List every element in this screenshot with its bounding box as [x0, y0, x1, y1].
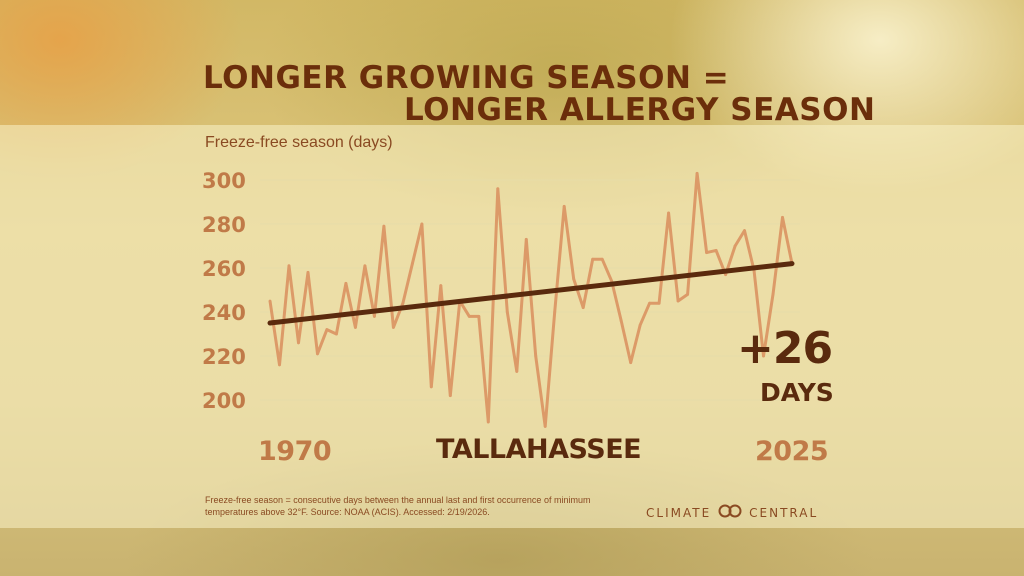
y-tick-label: 220 — [202, 345, 246, 369]
data-point — [553, 310, 557, 314]
logo-text-left: CLIMATE — [646, 505, 712, 520]
data-point — [581, 306, 585, 309]
data-point — [467, 315, 471, 318]
y-tick-label: 200 — [202, 389, 246, 413]
data-point — [648, 301, 652, 305]
data-point — [667, 211, 671, 215]
data-point — [686, 293, 689, 296]
data-point — [657, 301, 661, 305]
data-point — [278, 363, 281, 367]
data-point — [448, 394, 452, 397]
data-point — [420, 222, 424, 226]
data-point — [771, 293, 775, 296]
data-point — [515, 370, 519, 373]
data-point — [562, 205, 566, 208]
data-point — [695, 172, 699, 175]
location-label: TALLAHASSEE — [436, 434, 642, 465]
data-point — [354, 326, 357, 329]
chart-panel — [0, 125, 1024, 528]
data-point — [781, 216, 784, 219]
y-axis-label: Freeze-free season (days) — [205, 134, 393, 151]
data-point — [724, 273, 727, 276]
footnote: Freeze-free season = consecutive days be… — [205, 495, 591, 517]
data-point — [619, 319, 623, 323]
data-point — [410, 262, 414, 265]
data-point — [268, 299, 272, 303]
change-unit: DAYS — [760, 378, 834, 407]
data-point — [401, 301, 405, 305]
title-line-1: LONGER GROWING SEASON = — [203, 60, 730, 96]
data-point — [762, 354, 765, 358]
data-point — [591, 257, 595, 261]
logo-rings-icon — [717, 504, 743, 521]
data-point — [505, 310, 509, 314]
data-point — [335, 332, 338, 336]
data-point — [363, 264, 367, 268]
data-point — [297, 341, 300, 345]
title-line-2: LONGER ALLERGY SEASON — [404, 92, 876, 128]
data-point — [733, 244, 737, 248]
data-point — [373, 315, 376, 318]
data-point — [287, 264, 291, 268]
data-point — [486, 420, 490, 424]
y-tick-label: 240 — [202, 301, 246, 325]
trend-line — [267, 261, 795, 326]
data-point — [629, 361, 633, 364]
data-point — [524, 238, 528, 241]
y-tick-label: 260 — [202, 257, 246, 281]
data-point — [325, 328, 329, 331]
data-point — [496, 187, 500, 191]
y-tick-label: 300 — [202, 169, 246, 193]
data-point — [543, 425, 547, 428]
climate-central-logo: CLIMATE CENTRAL — [646, 504, 818, 521]
data-point — [705, 251, 708, 255]
change-value: +26 — [737, 323, 833, 374]
x-tick-end: 2025 — [755, 436, 829, 467]
data-point — [676, 299, 680, 303]
data-point — [572, 277, 576, 281]
data-point — [391, 326, 395, 329]
data-point — [638, 323, 642, 327]
data-point — [743, 229, 746, 233]
y-tick-label: 280 — [202, 213, 246, 237]
data-point — [429, 385, 433, 389]
series-line — [268, 171, 794, 428]
data-point — [534, 354, 538, 358]
logo-text-right: CENTRAL — [749, 505, 819, 520]
data-point — [600, 257, 604, 261]
data-point — [439, 284, 443, 287]
data-point — [306, 271, 310, 274]
data-point — [382, 224, 386, 228]
data-point — [714, 249, 718, 252]
data-point — [316, 352, 319, 356]
x-tick-start: 1970 — [258, 436, 332, 467]
data-point — [477, 315, 481, 318]
data-point — [344, 282, 348, 285]
